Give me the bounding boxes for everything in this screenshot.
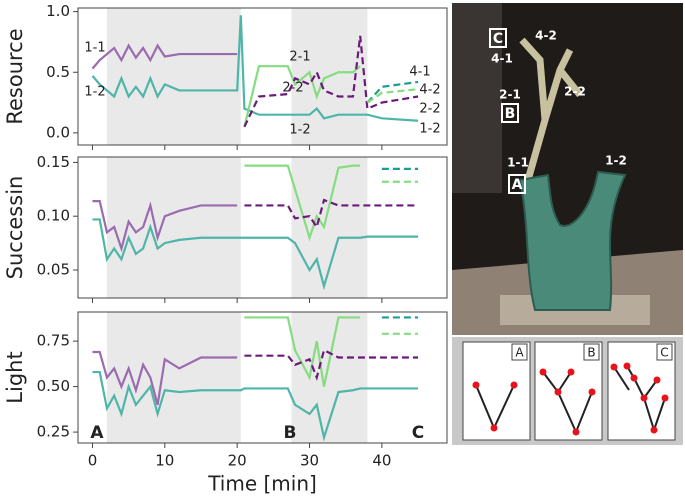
series-line — [92, 350, 238, 406]
x-axis-label: Time [min] — [207, 472, 317, 496]
axes-frame — [77, 311, 448, 444]
y-axis-label: Successin — [3, 176, 27, 280]
series-line — [92, 370, 419, 442]
series-label: 1-1 — [84, 41, 105, 56]
diagram-tag: C — [660, 346, 668, 360]
y-tick-label: 0.0 — [46, 123, 70, 141]
series-line — [244, 198, 419, 230]
annotation: 1-2 — [289, 123, 310, 138]
diagram-tag-box — [583, 343, 600, 361]
shaded-region — [106, 8, 241, 145]
y-tick-label: 0.10 — [37, 207, 70, 225]
x-tick-label: 10 — [155, 452, 174, 470]
diagram-tag: B — [587, 346, 595, 360]
y-tick-label: 0.75 — [37, 332, 70, 350]
annotation: 2-2 — [419, 102, 440, 117]
y-axis-label: Resource — [3, 28, 27, 124]
photo-label: 1-1 — [507, 156, 529, 170]
diagram-tag: A — [515, 346, 524, 360]
curtain — [452, 3, 502, 193]
branches — [519, 37, 583, 181]
series-line — [244, 316, 361, 387]
shaded-region — [291, 157, 368, 298]
series-label: 2-1 — [289, 50, 310, 65]
label-box — [508, 174, 526, 194]
x-tick-label: 40 — [372, 452, 391, 470]
series-line — [366, 80, 419, 104]
y-tick-label: 1.0 — [46, 2, 70, 20]
phase-marker: C — [412, 423, 424, 443]
vase — [518, 170, 627, 311]
series-label: 4-1 — [409, 65, 430, 80]
photo-label: A — [512, 177, 523, 193]
series-line — [91, 43, 238, 70]
phase-marker: A — [90, 423, 104, 443]
photo-label: B — [505, 106, 516, 122]
y-tick-label: 0.5 — [46, 63, 70, 81]
label-box — [501, 103, 519, 123]
y-tick-label: 0.15 — [37, 153, 70, 171]
photo-label: 4-1 — [491, 52, 513, 66]
x-tick-label: 20 — [228, 452, 247, 470]
photo-label: 1-2 — [605, 154, 627, 168]
photo-label: C — [493, 31, 503, 47]
photo-label: 4-2 — [535, 29, 557, 43]
axes-frame — [77, 156, 448, 299]
series-line — [91, 15, 419, 122]
y-tick-label: 0.50 — [37, 377, 70, 395]
diagram-tag-box — [511, 343, 528, 361]
axes-frame — [77, 7, 448, 146]
diagram-tag-box — [656, 343, 673, 361]
diagram-panel — [452, 337, 683, 445]
y-tick-label: 0.05 — [37, 261, 70, 279]
x-tick-label: 30 — [300, 452, 319, 470]
shaded-region — [106, 157, 241, 298]
series-line — [366, 88, 419, 104]
photo — [452, 3, 683, 335]
series-label: 4-2 — [419, 83, 440, 98]
label-box — [489, 28, 507, 48]
photo-label: 2-2 — [564, 85, 586, 99]
photo-label: 2-1 — [499, 88, 521, 102]
series-line — [244, 164, 361, 242]
series-label: 1-2 — [84, 85, 105, 100]
annotation: 1-2 — [419, 122, 440, 137]
series-line — [243, 65, 361, 128]
series-line — [92, 218, 419, 291]
shaded-region — [106, 312, 241, 443]
series-label: 2-2 — [282, 81, 303, 96]
x-tick-label: 0 — [88, 452, 98, 470]
tree-nodes — [472, 362, 669, 436]
y-axis-label: Light — [3, 351, 27, 403]
phase-marker: B — [284, 423, 297, 443]
y-tick-label: 0.25 — [37, 423, 70, 441]
series-line — [92, 200, 238, 253]
